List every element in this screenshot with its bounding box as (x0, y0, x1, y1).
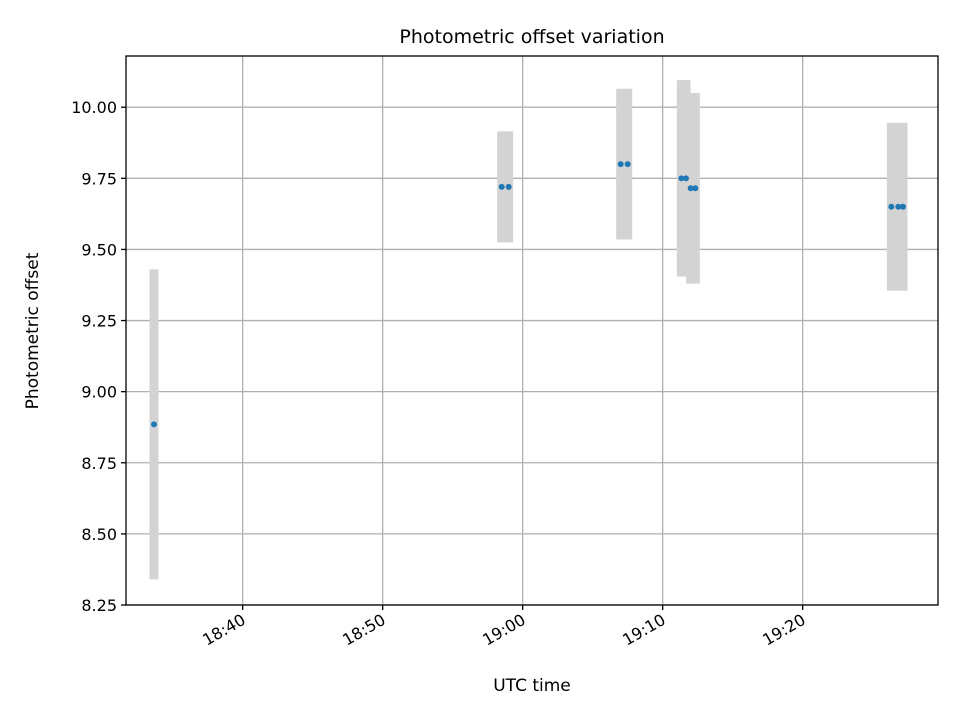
y-tick-label: 9.75 (81, 169, 117, 188)
y-tick-label: 9.50 (81, 240, 117, 259)
data-point (624, 161, 631, 168)
data-point (895, 203, 902, 210)
data-point (151, 421, 157, 428)
data-point (900, 203, 906, 210)
data-point (617, 161, 624, 168)
data-point (687, 185, 694, 192)
data-points (151, 161, 906, 428)
y-tick-label: 9.00 (81, 383, 117, 402)
plot-frame (125, 55, 939, 606)
y-axis-label: Photometric offset (23, 252, 43, 409)
data-point (498, 183, 505, 190)
chart-title: Photometric offset variation (399, 26, 664, 48)
y-tick-label: 8.50 (81, 525, 117, 544)
data-point (683, 175, 689, 182)
y-tick-label: 9.25 (81, 312, 117, 331)
y-tick-label: 8.75 (81, 454, 117, 473)
x-axis-label: UTC time (493, 676, 571, 696)
data-point (678, 175, 685, 182)
data-point (888, 203, 895, 210)
data-point (505, 183, 512, 190)
y-tick-label: 10.00 (71, 98, 117, 117)
data-point (692, 185, 699, 192)
y-tick-label: 8.25 (81, 596, 117, 615)
